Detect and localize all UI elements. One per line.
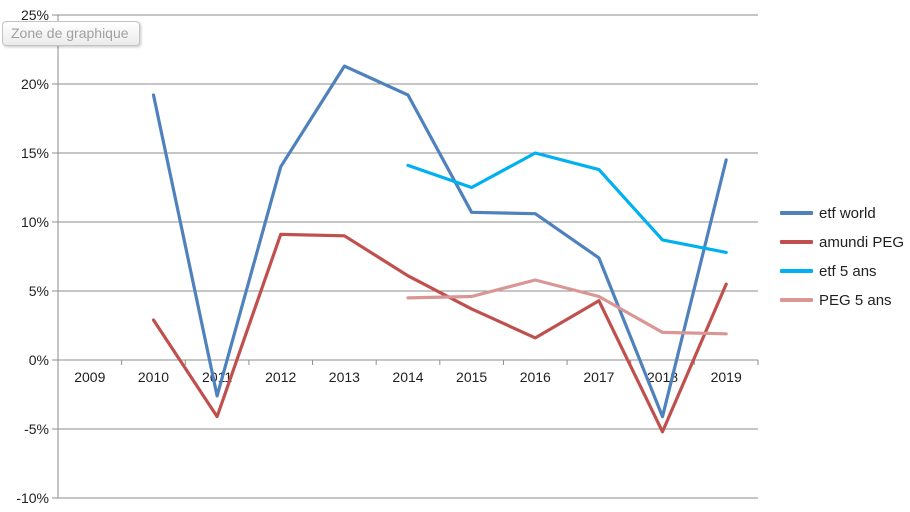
- series-line-etf-5-ans[interactable]: [406, 151, 728, 254]
- legend-item-etf-world[interactable]: etf world: [780, 203, 904, 223]
- legend-item-etf-5-ans[interactable]: etf 5 ans: [780, 261, 904, 281]
- y-axis-tick-label: -10%: [16, 490, 49, 506]
- x-axis-tick-label: 2017: [583, 369, 614, 385]
- y-axis-tick-label: 0%: [29, 352, 49, 368]
- legend-item-peg-5-ans[interactable]: PEG 5 ans: [780, 290, 904, 310]
- y-axis-tick-label: 20%: [21, 76, 49, 92]
- series-line-etf-world[interactable]: [151, 64, 728, 419]
- y-axis-tick-label: -5%: [24, 421, 49, 437]
- x-axis-tick-label: 2009: [74, 369, 105, 385]
- x-axis-tick-label: 2015: [456, 369, 487, 385]
- chart-area-tooltip: Zone de graphique: [2, 21, 140, 46]
- x-axis-tick-label: 2013: [329, 369, 360, 385]
- legend-swatch-peg-5-ans: [780, 298, 813, 302]
- y-axis-tick-label: 25%: [21, 7, 49, 23]
- legend-swatch-etf-5-ans: [780, 269, 813, 273]
- x-axis-tick-label: 2019: [711, 369, 742, 385]
- legend-label: amundi PEG: [819, 233, 905, 251]
- y-axis-tick-label: 10%: [21, 214, 49, 230]
- series-line-peg-5-ans[interactable]: [406, 278, 728, 336]
- chart-legend: etf world amundi PEG etf 5 ans PEG 5 ans: [780, 203, 904, 319]
- x-axis-tick-label: 2016: [520, 369, 551, 385]
- legend-label: etf world: [819, 204, 876, 222]
- legend-swatch-amundi-peg: [780, 240, 813, 244]
- x-axis-tick-label: 2010: [138, 369, 169, 385]
- series-line-amundi-peg[interactable]: [151, 232, 728, 434]
- x-axis-tick-label: 2014: [392, 369, 423, 385]
- y-axis-tick-label: 15%: [21, 145, 49, 161]
- x-axis-tick-label: 2012: [265, 369, 296, 385]
- legend-label: etf 5 ans: [819, 262, 877, 280]
- y-axis-tick-label: 5%: [29, 283, 49, 299]
- legend-item-amundi-peg[interactable]: amundi PEG: [780, 232, 904, 252]
- legend-label: PEG 5 ans: [819, 291, 892, 309]
- legend-swatch-etf-world: [780, 211, 813, 215]
